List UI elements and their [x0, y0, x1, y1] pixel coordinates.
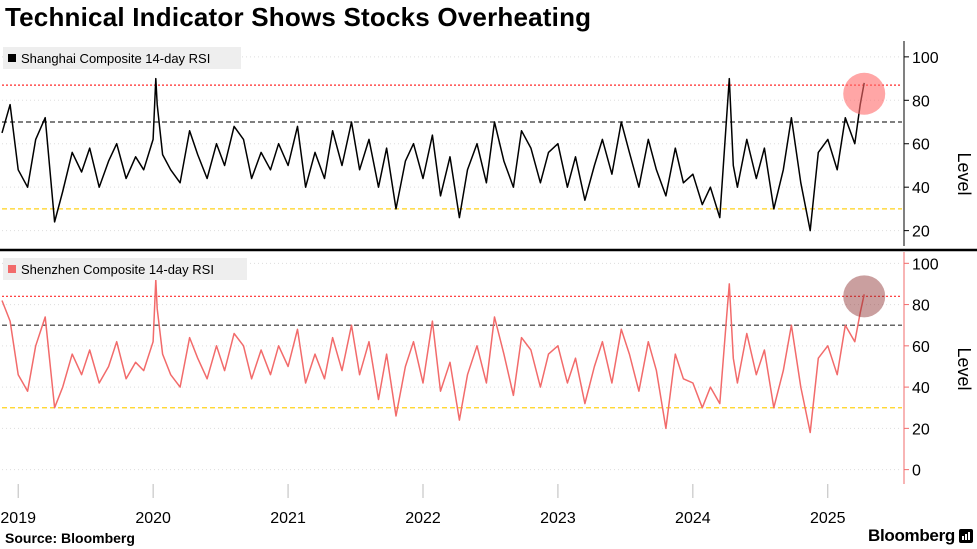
overheat-highlight-circle	[843, 72, 886, 115]
x-tick-label: 2024	[675, 510, 711, 526]
legend-label-shenzhen: Shenzhen Composite 14-day RSI	[21, 262, 214, 277]
reference-lines	[2, 84, 902, 210]
y-tick-label: 80	[912, 93, 930, 110]
legend-swatch-shanghai	[8, 54, 16, 62]
panel-shanghai: 20 40 60 80 100 Level Shanghai Composite 14-…	[1, 41, 974, 246]
y-tick-label: 20	[912, 421, 930, 438]
y-tick-label: 100	[912, 50, 939, 67]
shenzhen-rsi-line	[1, 279, 865, 434]
legend-shanghai: Shanghai Composite 14-day RSI	[3, 47, 241, 69]
x-tick-label: 2020	[135, 510, 171, 526]
legend-shenzhen: Shenzhen Composite 14-day RSI	[3, 258, 247, 280]
panel-shenzhen: 0 20 40 60 80 100 Level Shenzhen Composite 14…	[1, 252, 974, 484]
y-tick-label: 100	[912, 256, 939, 273]
bloomberg-logo: Bloomberg	[867, 526, 955, 545]
bloomberg-terminal-icon	[959, 529, 973, 543]
chart-area: 20 40 60 80 100 Level Shanghai Composite 14-…	[0, 41, 977, 526]
y-axis-label: Level	[954, 152, 974, 195]
y-axis-label: Level	[954, 347, 974, 390]
legend-label-shanghai: Shanghai Composite 14-day RSI	[21, 51, 210, 66]
chart-title: Technical Indicator Shows Stocks Overhea…	[5, 2, 592, 32]
y-tick-label: 80	[912, 298, 930, 315]
y-tick-label: 0	[912, 463, 921, 480]
x-axis: 2019 2020 2021 2022 2023 2024 2025	[0, 484, 846, 526]
shanghai-rsi-line	[1, 77, 865, 232]
legend-swatch-shenzhen	[8, 265, 16, 273]
x-tick-label: 2023	[540, 510, 576, 526]
y-tick-label: 40	[912, 180, 930, 197]
source-note: Source: Bloomberg	[5, 530, 135, 546]
grid-lines	[2, 56, 902, 232]
y-tick-label: 40	[912, 380, 930, 397]
reference-lines	[2, 295, 902, 409]
y-tick-label: 60	[912, 137, 930, 154]
x-tick-label: 2022	[405, 510, 441, 526]
y-axis-ticks: 0 20 40 60 80 100	[904, 256, 939, 480]
x-tick-label: 2021	[270, 510, 306, 526]
x-tick-label: 2019	[0, 510, 36, 526]
y-tick-label: 20	[912, 224, 930, 241]
x-tick-label: 2025	[810, 510, 846, 526]
y-axis-ticks: 20 40 60 80 100	[904, 50, 939, 241]
overheat-highlight-circle	[843, 275, 886, 318]
y-tick-label: 60	[912, 339, 930, 356]
